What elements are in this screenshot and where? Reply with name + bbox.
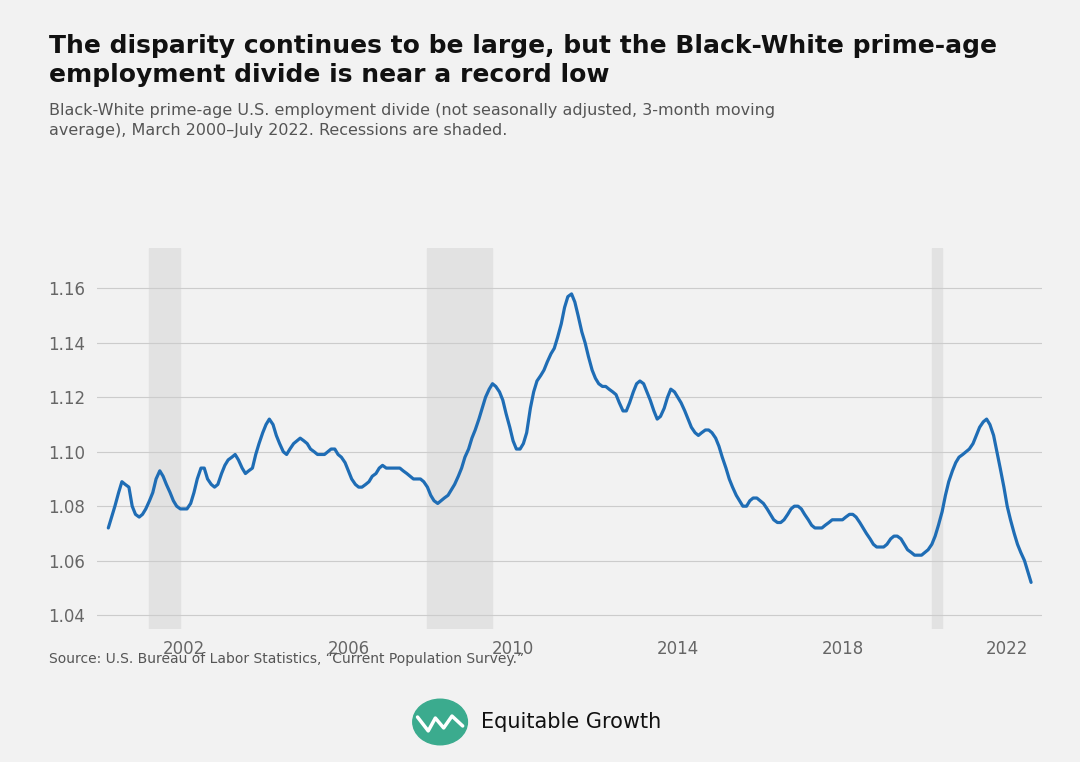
Bar bbox=[428, 248, 492, 629]
Text: Source: U.S. Bureau of Labor Statistics, “Current Population Survey.”: Source: U.S. Bureau of Labor Statistics,… bbox=[49, 652, 524, 665]
Text: The disparity continues to be large, but the Black-White prime-age
employment di: The disparity continues to be large, but… bbox=[49, 34, 997, 87]
Bar bbox=[932, 248, 942, 629]
Bar bbox=[149, 248, 180, 629]
Text: Black-White prime-age U.S. employment divide (not seasonally adjusted, 3-month m: Black-White prime-age U.S. employment di… bbox=[49, 103, 774, 138]
Circle shape bbox=[413, 700, 468, 744]
Text: Equitable Growth: Equitable Growth bbox=[481, 712, 661, 732]
